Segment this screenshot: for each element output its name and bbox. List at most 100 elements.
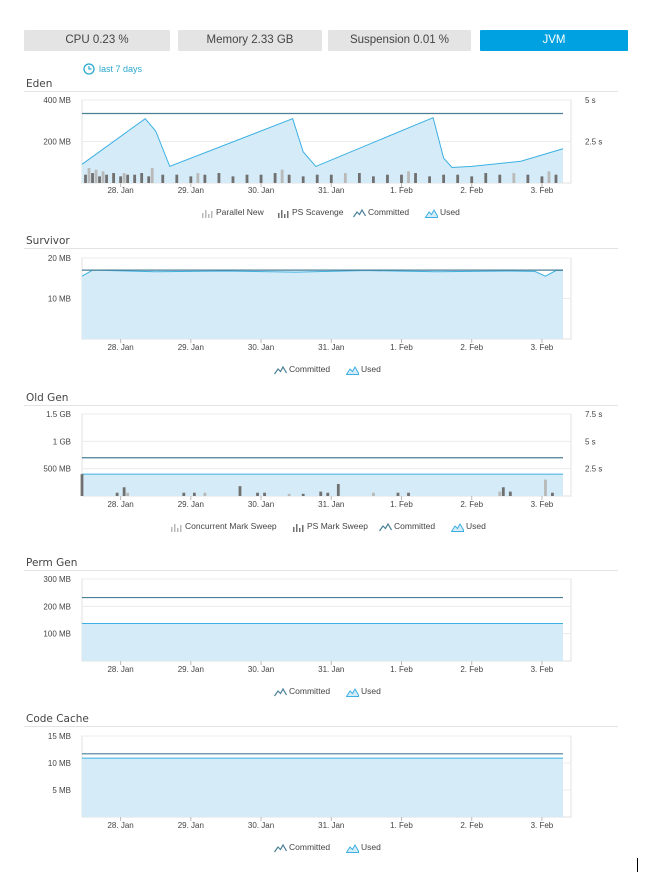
x-tick-label: 30. Jan [248, 186, 274, 195]
gc-bar [501, 487, 505, 496]
gc-bar [396, 492, 400, 496]
gc-bar [547, 171, 551, 183]
bar-dark-icon [278, 210, 289, 218]
x-tick-label: 31. Jan [318, 343, 344, 352]
gc-bar [273, 173, 277, 183]
gc-bar [203, 174, 207, 183]
gc-bar [301, 176, 305, 183]
x-tick-label: 28. Jan [107, 343, 133, 352]
gc-bar [161, 174, 165, 183]
section-divider [24, 91, 618, 92]
gc-bar [386, 174, 389, 183]
gc-bar [442, 174, 446, 183]
gc-bar [150, 168, 154, 183]
bar-dark-icon [293, 524, 304, 532]
gc-bar [315, 174, 319, 183]
gc-bar [189, 176, 193, 183]
clock-icon [83, 63, 95, 75]
x-tick-label: 2. Feb [460, 665, 483, 674]
gc-bar [122, 487, 126, 496]
y-tick-label: 400 MB [43, 96, 71, 105]
section-title-perm-gen: Perm Gen [26, 557, 78, 569]
gc-bar [554, 174, 558, 183]
gc-bar [512, 173, 516, 183]
tab-jvm[interactable]: JVM [480, 30, 628, 51]
gc-bar [196, 173, 200, 183]
gc-bar [203, 492, 207, 496]
legend-label: Used [361, 364, 381, 374]
legend-label: Used [440, 207, 460, 217]
gc-bar [147, 176, 151, 183]
gc-bar [84, 174, 87, 183]
x-tick-label: 31. Jan [318, 500, 344, 509]
y-tick-label: 200 MB [43, 138, 71, 147]
committed-line-icon [353, 208, 366, 218]
tab-suspension[interactable]: Suspension 0.01 % [328, 30, 471, 51]
x-tick-label: 31. Jan [318, 821, 344, 830]
gc-bar [231, 176, 235, 183]
y2-tick-label: 2.5 s [585, 138, 602, 147]
x-tick-label: 29. Jan [178, 186, 204, 195]
x-tick-label: 31. Jan [318, 665, 344, 674]
gc-bar [484, 173, 488, 183]
eden-chart: 200 MB 400 MB 2.5 s 5 s 28. Jan 29. Jan 30. Ja… [43, 96, 602, 195]
legend-label: Parallel New [216, 207, 264, 217]
x-tick-label: 31. Jan [318, 186, 344, 195]
section-divider [24, 405, 618, 406]
gc-bar [407, 171, 410, 183]
x-tick-label: 30. Jan [248, 343, 274, 352]
gc-bar [94, 169, 98, 183]
x-tick-label: 29. Jan [178, 343, 204, 352]
x-tick-label: 2. Feb [460, 343, 483, 352]
y-tick-label: 100 MB [43, 630, 71, 639]
bar-light-icon [202, 210, 213, 218]
used-area [82, 474, 563, 496]
tab-memory[interactable]: Memory 2.33 GB [178, 30, 322, 51]
gc-bar [80, 474, 84, 496]
gc-bar [245, 174, 249, 183]
legend-label: Committed [289, 364, 331, 374]
committed-line-icon [274, 365, 287, 375]
perm-gen-chart: 100 MB 200 MB 300 MB 28. Jan 29. Jan 30. Jan 3… [43, 575, 572, 674]
y-tick-label: 20 MB [48, 254, 71, 263]
x-tick-label: 1. Feb [390, 500, 413, 509]
gc-bar [301, 493, 305, 496]
x-tick-label: 3. Feb [531, 665, 554, 674]
x-tick-label: 2. Feb [460, 821, 483, 830]
gc-bar [336, 483, 340, 496]
gc-bar [101, 171, 105, 183]
code-cache-chart: 5 MB 10 MB 15 MB 28. Jan 29. Jan 30. Jan 31. J… [48, 732, 572, 830]
y2-tick-label: 5 s [585, 96, 596, 105]
legend-label: PS Mark Sweep [307, 521, 368, 531]
gc-bar [238, 486, 242, 496]
used-area-icon [346, 365, 359, 375]
used-line [81, 269, 563, 277]
section-divider [24, 570, 618, 571]
gc-bar [182, 492, 186, 496]
x-tick-label: 1. Feb [390, 343, 413, 352]
gc-bar [400, 174, 403, 183]
gc-bar [126, 174, 130, 183]
legend-label: Used [361, 686, 381, 696]
gc-bar [98, 176, 101, 183]
gc-bar [544, 479, 547, 496]
x-tick-label: 28. Jan [107, 821, 133, 830]
gc-bar [372, 176, 375, 183]
gc-bar [259, 174, 263, 183]
legend-label: Committed [289, 842, 331, 852]
committed-line-icon [274, 843, 287, 853]
y-tick-label: 10 MB [48, 295, 71, 304]
gc-bar [498, 174, 502, 183]
gc-bar [407, 492, 410, 496]
gc-bar [526, 174, 530, 183]
x-tick-label: 30. Jan [248, 821, 274, 830]
x-tick-label: 3. Feb [531, 343, 554, 352]
gc-bar [140, 173, 144, 183]
code-cache-legend: Committed Used [0, 842, 665, 854]
committed-line-icon [379, 522, 392, 532]
legend-label: Used [361, 842, 381, 852]
x-tick-label: 3. Feb [531, 500, 554, 509]
gc-bar [217, 173, 221, 183]
gc-bar [175, 174, 179, 183]
tab-cpu[interactable]: CPU 0.23 % [24, 30, 170, 51]
